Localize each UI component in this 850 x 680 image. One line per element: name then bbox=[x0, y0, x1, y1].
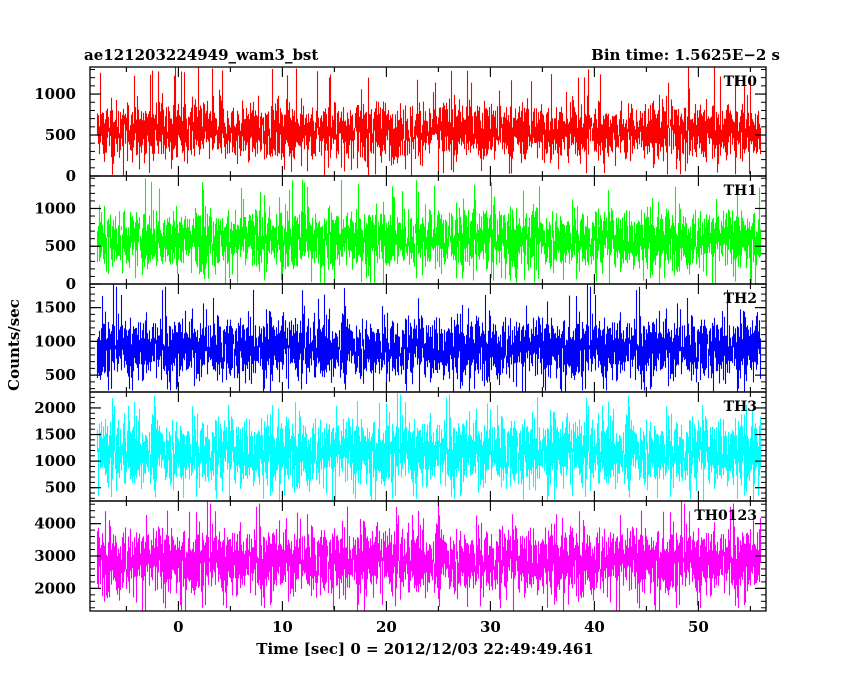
y-tick-label: 1000 bbox=[34, 199, 76, 217]
panel-th0: 0 500 1000 TH0 bbox=[34, 66, 767, 185]
panel-th2: 500 1000 1500 TH2 bbox=[34, 283, 767, 393]
series-th1 bbox=[96, 178, 762, 284]
x-tick-label: 40 bbox=[584, 618, 605, 636]
panel-label-th3: TH3 bbox=[724, 399, 757, 415]
panel-label-th2: TH2 bbox=[724, 291, 757, 307]
y-axis-label: Counts/sec bbox=[5, 299, 23, 391]
y-tick-label: 3000 bbox=[34, 547, 76, 565]
panel-label-th0123: TH0123 bbox=[694, 508, 757, 524]
panel-label-th1: TH1 bbox=[724, 183, 757, 199]
y-tick-label: 0 bbox=[66, 275, 76, 293]
y-tick-label: 1500 bbox=[34, 299, 76, 317]
panels-group: 0 500 1000 TH0 0 500 1000 TH1 500 1000 1500 TH2 500 1… bbox=[34, 66, 767, 612]
x-axis: 0 10 20 30 40 50 bbox=[173, 618, 709, 636]
y-tick-label: 2000 bbox=[34, 399, 76, 417]
y-tick-label: 500 bbox=[45, 479, 76, 497]
y-tick-label: 500 bbox=[45, 366, 76, 384]
y-tick-label: 1500 bbox=[34, 426, 76, 444]
y-tick-label: 0 bbox=[66, 167, 76, 185]
x-tick-label: 0 bbox=[173, 618, 183, 636]
y-tick-label: 500 bbox=[45, 126, 76, 144]
y-tick-label: 1000 bbox=[34, 452, 76, 470]
y-tick-label: 2000 bbox=[34, 579, 76, 597]
series-th2 bbox=[96, 284, 762, 392]
x-tick-label: 20 bbox=[376, 618, 397, 636]
series-th3 bbox=[96, 392, 762, 501]
y-tick-label: 4000 bbox=[34, 515, 76, 533]
panel-label-th0: TH0 bbox=[724, 74, 758, 90]
y-tick-label: 1000 bbox=[34, 332, 76, 350]
panel-th3: 500 1000 1500 2000 TH3 bbox=[34, 391, 767, 502]
panel-th1: 0 500 1000 TH1 bbox=[34, 175, 767, 293]
x-tick-label: 30 bbox=[480, 618, 501, 636]
x-tick-label: 50 bbox=[688, 618, 709, 636]
x-tick-label: 10 bbox=[272, 618, 293, 636]
series-th0 bbox=[96, 67, 762, 176]
bin-time-label: Bin time: 1.5625E−2 s bbox=[591, 46, 780, 64]
y-tick-label: 500 bbox=[45, 237, 76, 255]
series-th0123 bbox=[96, 501, 762, 611]
y-tick-label: 1000 bbox=[34, 85, 76, 103]
figure-title: ae121203224949_wam3_bst bbox=[84, 46, 318, 64]
panel-th0123: 2000 3000 4000 TH0123 bbox=[34, 500, 767, 612]
x-axis-label: Time [sec] 0 = 2012/12/03 22:49:49.461 bbox=[256, 640, 593, 658]
